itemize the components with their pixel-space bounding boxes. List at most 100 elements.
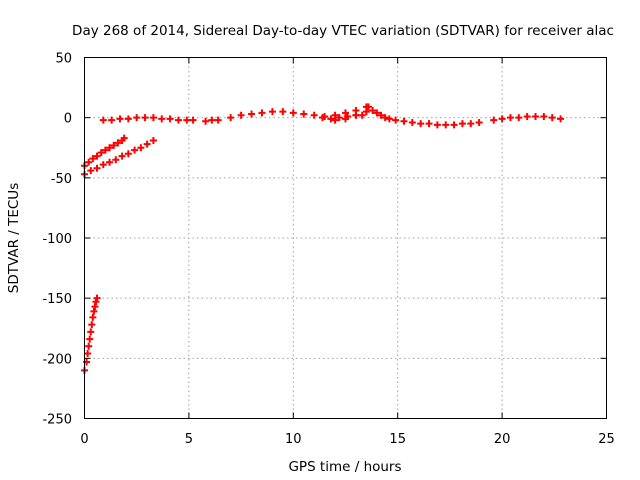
data-point: [515, 114, 523, 122]
series-segment-9: [364, 103, 393, 123]
data-point: [442, 121, 450, 129]
data-point: [433, 121, 441, 129]
x-tick-label: 10: [285, 432, 302, 447]
data-point: [92, 298, 100, 306]
series-segment-3: [81, 294, 101, 374]
data-point: [87, 328, 95, 336]
data-point: [523, 112, 531, 120]
data-point: [475, 118, 483, 126]
data-point: [112, 156, 120, 164]
axis-ticks: [84, 57, 607, 419]
data-point: [85, 158, 93, 166]
data-point: [450, 121, 458, 129]
data-point: [89, 155, 97, 163]
data-point: [174, 116, 182, 124]
data-point: [208, 116, 216, 124]
data-point: [87, 167, 95, 175]
data-point: [93, 152, 101, 160]
y-tick-labels: -250 -200 -150 -100 -50 0 50: [42, 52, 72, 428]
data-point: [331, 116, 339, 124]
data-point: [143, 140, 151, 148]
data-point: [101, 146, 109, 154]
series-segment-8: [331, 108, 370, 124]
data-point: [327, 115, 335, 123]
data-point: [89, 313, 97, 321]
data-point: [369, 106, 377, 114]
data-point: [408, 118, 416, 126]
data-point: [131, 146, 139, 154]
data-point: [364, 103, 372, 111]
data-point: [362, 108, 370, 116]
data-point: [557, 115, 565, 123]
data-point: [248, 110, 256, 118]
data-point: [88, 321, 96, 329]
y-tick-label: -250: [42, 413, 72, 428]
y-tick-label: 50: [55, 52, 72, 67]
data-point: [467, 120, 475, 128]
data-points: [81, 103, 565, 374]
data-point: [400, 117, 408, 125]
data-point: [116, 115, 124, 123]
data-point: [358, 111, 366, 119]
data-point: [352, 111, 360, 119]
data-point: [227, 114, 235, 122]
data-point: [214, 116, 222, 124]
data-point: [108, 116, 116, 124]
data-point: [268, 108, 276, 116]
data-point: [99, 161, 107, 169]
data-point: [133, 114, 141, 122]
data-point: [540, 112, 548, 120]
data-point: [498, 115, 506, 123]
x-tick-label: 20: [494, 432, 511, 447]
data-point: [506, 114, 514, 122]
data-point: [258, 109, 266, 117]
data-point: [385, 115, 393, 123]
y-axis-label: SDTVAR / TECUs: [6, 183, 22, 293]
data-point: [99, 116, 107, 124]
data-point: [310, 111, 318, 119]
x-tick-labels: 0 5 10 15 20 25: [80, 432, 614, 447]
x-tick-label: 0: [80, 432, 88, 447]
data-point: [114, 139, 122, 147]
data-point: [237, 111, 245, 119]
data-point: [110, 141, 118, 149]
data-point: [490, 116, 498, 124]
data-point: [381, 114, 389, 122]
x-tick-label: 5: [185, 432, 193, 447]
data-point: [149, 137, 157, 145]
data-point: [319, 114, 327, 122]
data-point: [342, 109, 349, 117]
y-tick-label: -100: [42, 232, 72, 247]
data-point: [106, 158, 114, 166]
y-tick-label: -50: [51, 172, 72, 187]
data-point: [373, 109, 381, 117]
data-point: [137, 144, 145, 152]
data-point: [458, 120, 466, 128]
data-point: [202, 117, 210, 125]
y-tick-label: 0: [64, 112, 72, 127]
data-point: [183, 116, 191, 124]
series-segment-5: [202, 116, 222, 125]
data-point: [425, 120, 433, 128]
series-segment-10: [392, 116, 483, 129]
data-point: [91, 303, 99, 311]
series-segment-4: [99, 114, 197, 124]
data-point: [93, 164, 101, 172]
data-point: [97, 149, 105, 157]
data-point: [84, 350, 92, 358]
data-point: [85, 342, 93, 350]
series-segment-2: [81, 137, 157, 178]
data-point: [417, 120, 425, 128]
data-point: [335, 114, 343, 122]
data-point: [90, 307, 98, 315]
data-point: [141, 114, 149, 122]
y-tick-label: -150: [42, 292, 72, 307]
series-segment-11: [490, 112, 565, 124]
data-point: [392, 116, 400, 124]
x-tick-label: 15: [389, 432, 406, 447]
data-point: [93, 294, 101, 302]
data-point: [342, 115, 349, 123]
data-point: [532, 112, 540, 120]
data-point: [279, 108, 287, 116]
